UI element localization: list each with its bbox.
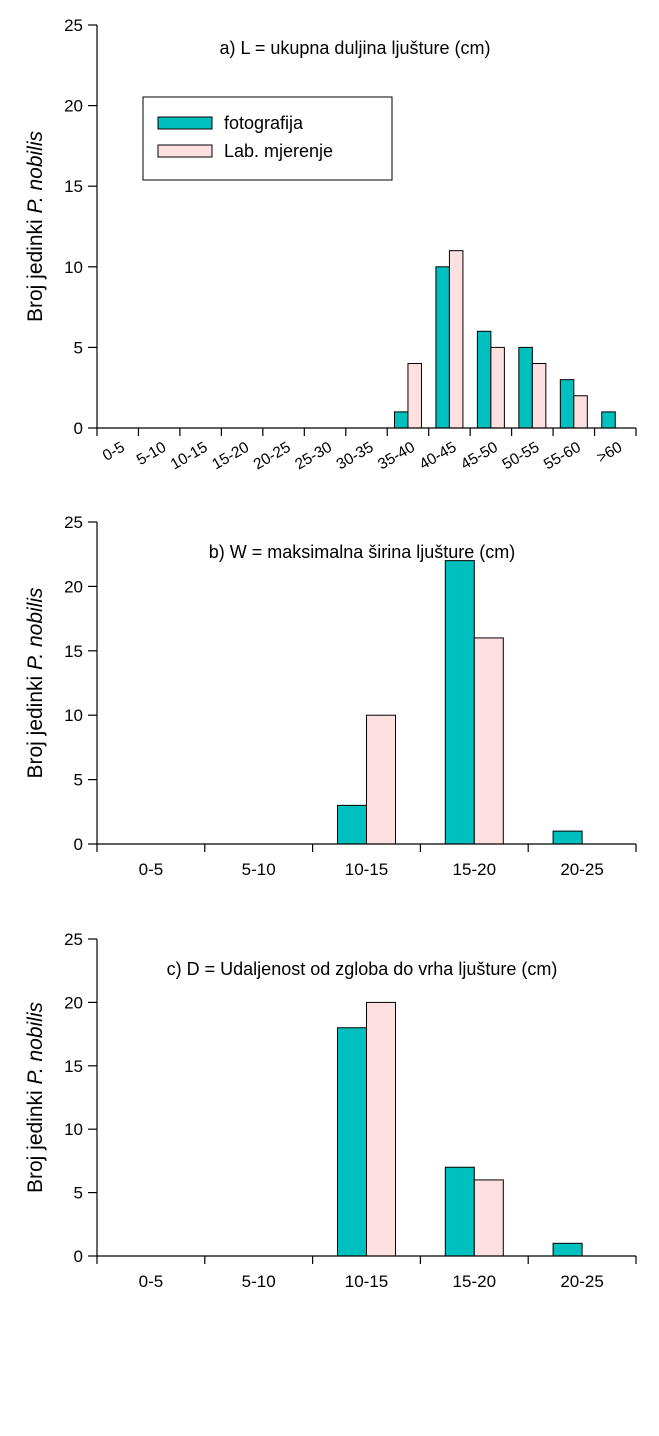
y-tick-label: 20 <box>64 97 83 116</box>
y-tick-label: 0 <box>74 835 83 854</box>
y-axis-label: Broj jedinki P. nobilis <box>24 1001 47 1193</box>
bar-series2-11 <box>573 395 588 429</box>
y-tick-label: 5 <box>74 1184 83 1203</box>
y-tick-label: 15 <box>64 1057 83 1076</box>
x-tick-label: 10-15 <box>345 860 388 879</box>
bar-series1-2 <box>337 804 367 845</box>
y-tick-label: 5 <box>74 338 83 357</box>
y-tick-label: 15 <box>64 642 83 661</box>
x-tick-label: 0-5 <box>139 860 164 879</box>
bar-series2-2 <box>366 714 396 845</box>
x-tick-label: 15-20 <box>453 860 496 879</box>
x-tick-label: 5-10 <box>134 439 170 469</box>
bar-series1-10 <box>518 346 533 429</box>
x-tick-label: 10-15 <box>168 439 211 474</box>
bar-series2-3 <box>473 637 504 845</box>
y-tick-label: 5 <box>74 771 83 790</box>
x-tick-label: 0-5 <box>100 439 128 465</box>
chart-title: c) D = Udaljenost od zgloba do vrha ljuš… <box>167 959 558 979</box>
bar-series1-3 <box>444 560 475 845</box>
bar-series1-3 <box>444 1166 475 1257</box>
bar-series1-7 <box>393 411 409 429</box>
x-tick-label: 5-10 <box>242 1272 276 1291</box>
legend-box <box>142 96 393 181</box>
bar-series1-12 <box>601 411 616 429</box>
y-tick-label: 0 <box>74 1247 83 1266</box>
bar-series2-7 <box>407 363 422 429</box>
x-tick-label: 45-50 <box>458 439 501 474</box>
chart-panel-3: 0 5 10 15 20 25 0-5 5-10 10-15 15-20 20-25 c) D = U… <box>24 930 637 1291</box>
legend-swatch-2 <box>157 144 213 158</box>
y-tick-label: 15 <box>64 177 83 196</box>
bar-series1-8 <box>435 266 450 429</box>
y-tick-label: 10 <box>64 258 83 277</box>
x-tick-label: 25-30 <box>292 439 335 474</box>
bar-series1-4 <box>552 830 583 845</box>
bar-series2-10 <box>531 363 547 429</box>
y-tick-label: 25 <box>64 513 83 532</box>
x-tick-label: 10-15 <box>345 1272 388 1291</box>
x-tick-label: >60 <box>594 439 626 467</box>
y-tick-label: 25 <box>64 16 83 35</box>
chart-panel-2: 0 5 10 15 20 25 0-5 5-10 10-15 15-20 20-25 b) W = m… <box>24 513 637 879</box>
legend-swatch-1 <box>157 116 213 130</box>
x-tick-label: 35-40 <box>375 439 418 474</box>
x-tick-label: 20-25 <box>560 860 603 879</box>
y-tick-label: 20 <box>64 577 83 596</box>
bar-series2-8 <box>448 250 464 429</box>
bar-series2-2 <box>366 1001 396 1257</box>
chart-title: a) L = ukupna duljina ljušture (cm) <box>220 38 491 58</box>
y-tick-label: 10 <box>64 706 83 725</box>
x-tick-label: 15-20 <box>209 439 252 474</box>
legend-label-2: Lab. mjerenje <box>224 141 333 161</box>
x-tick-label: 20-25 <box>251 439 294 474</box>
y-tick-label: 25 <box>64 930 83 949</box>
bar-series1-4 <box>552 1242 583 1257</box>
x-tick-label: 40-45 <box>417 439 460 474</box>
x-tick-label: 20-25 <box>560 1272 603 1291</box>
bar-series2-9 <box>490 346 505 429</box>
x-tick-label: 55-60 <box>541 439 584 474</box>
y-tick-label: 0 <box>74 419 83 438</box>
bar-series1-11 <box>559 379 575 429</box>
x-tick-label: 30-35 <box>334 439 377 474</box>
y-tick-label: 10 <box>64 1120 83 1139</box>
bar-series1-2 <box>337 1027 367 1257</box>
legend-label-1: fotografija <box>224 113 304 133</box>
x-tick-label: 50-55 <box>500 439 543 474</box>
chart-panel-1: 0 5 10 15 20 25 0-5 5-1010-1515-2020-2525-3030-… <box>24 16 637 474</box>
bar-series1-9 <box>476 330 492 429</box>
bar-series2-3 <box>473 1179 504 1257</box>
y-axis-label: Broj jedinki P. nobilis <box>24 130 47 322</box>
y-axis-label: Broj jedinki P. nobilis <box>24 587 47 779</box>
x-tick-label: 0-5 <box>139 1272 164 1291</box>
y-tick-label: 20 <box>64 993 83 1012</box>
chart-title: b) W = maksimalna širina ljušture (cm) <box>209 542 516 562</box>
x-tick-label: 5-10 <box>242 860 276 879</box>
x-tick-label: 15-20 <box>453 1272 496 1291</box>
